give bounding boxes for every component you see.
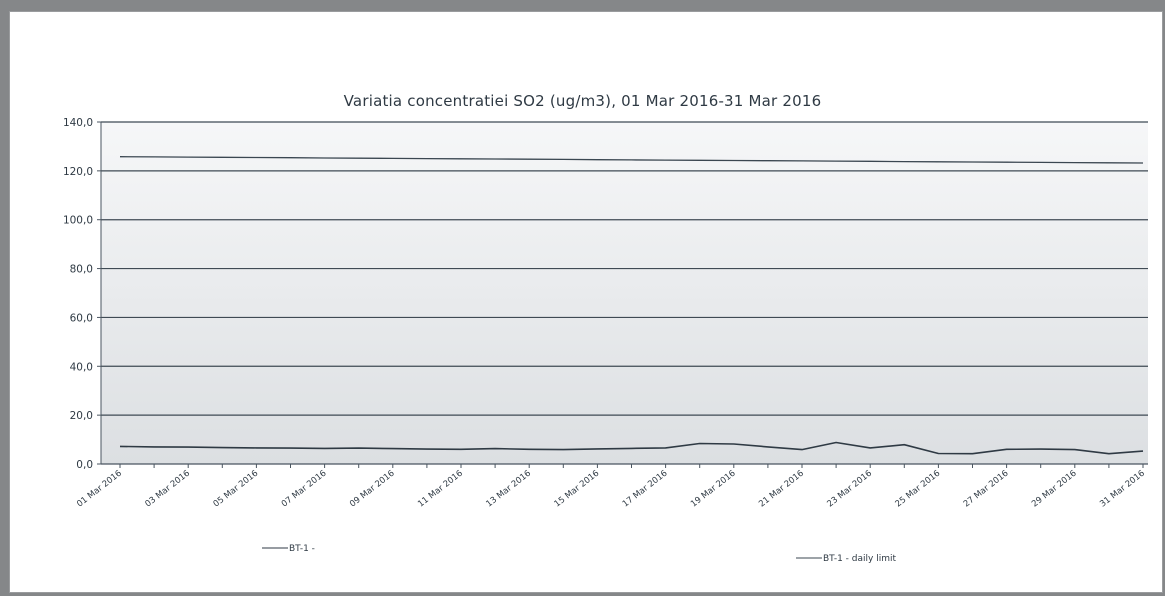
y-tick-label: 100,0 bbox=[63, 215, 93, 227]
x-tick-label: 23 Mar 2016 bbox=[825, 468, 874, 509]
x-tick-label: 07 Mar 2016 bbox=[280, 468, 329, 509]
x-tick-label: 25 Mar 2016 bbox=[894, 468, 943, 509]
x-tick-label: 19 Mar 2016 bbox=[689, 468, 738, 509]
y-tick-label: 40,0 bbox=[70, 361, 93, 373]
x-tick-label: 11 Mar 2016 bbox=[416, 468, 465, 509]
series-line-bt1 bbox=[119, 441, 1144, 455]
x-tick-label: 15 Mar 2016 bbox=[553, 468, 602, 509]
x-tick-label: 09 Mar 2016 bbox=[348, 468, 397, 509]
legend-label-bt1: BT-1 - bbox=[289, 544, 315, 554]
y-tick-label: 80,0 bbox=[70, 264, 93, 276]
y-tick-label: 20,0 bbox=[70, 410, 93, 422]
x-tick-label: 05 Mar 2016 bbox=[212, 468, 261, 509]
x-tick-label: 03 Mar 2016 bbox=[143, 468, 192, 509]
y-tick-label: 120,0 bbox=[63, 166, 93, 178]
x-tick-label: 13 Mar 2016 bbox=[484, 468, 533, 509]
x-tick-label: 21 Mar 2016 bbox=[757, 468, 806, 509]
chart-title: Variatia concentratiei SO2 (ug/m3), 01 M… bbox=[343, 92, 822, 110]
x-tick-label: 29 Mar 2016 bbox=[1030, 468, 1079, 509]
series-line-daily-limit bbox=[119, 156, 1144, 164]
x-tick-label: 31 Mar 2016 bbox=[1098, 468, 1147, 509]
x-tick-label: 27 Mar 2016 bbox=[962, 468, 1011, 509]
y-tick-label: 140,0 bbox=[63, 117, 93, 129]
x-tick-label: 17 Mar 2016 bbox=[621, 468, 670, 509]
legend-label-daily-limit: BT-1 - daily limit bbox=[823, 554, 896, 564]
y-tick-label: 0,0 bbox=[76, 459, 93, 471]
plot-area bbox=[101, 122, 1148, 464]
x-tick-label: 01 Mar 2016 bbox=[75, 468, 124, 509]
y-tick-label: 60,0 bbox=[70, 312, 93, 324]
